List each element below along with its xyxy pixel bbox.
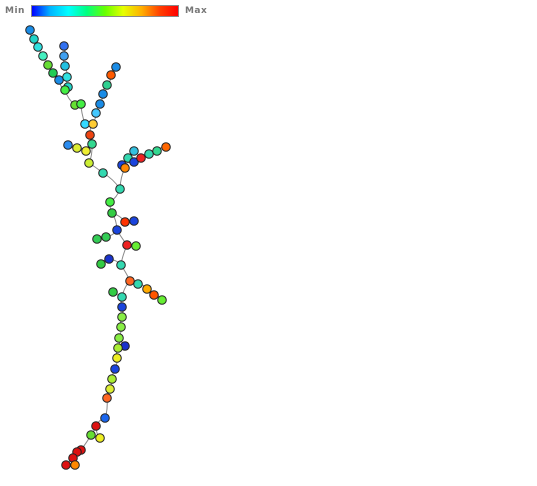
tree-node[interactable]: [105, 384, 115, 394]
tree-node[interactable]: [101, 232, 111, 242]
tree-node[interactable]: [76, 99, 86, 109]
tree-node[interactable]: [38, 51, 48, 61]
tree-node[interactable]: [100, 413, 110, 423]
tree-node[interactable]: [107, 208, 117, 218]
tree-node[interactable]: [120, 163, 130, 173]
tree-node[interactable]: [91, 421, 101, 431]
tree-node[interactable]: [133, 279, 143, 289]
tree-node[interactable]: [152, 146, 162, 156]
tree-node[interactable]: [80, 119, 90, 129]
tree-node[interactable]: [60, 61, 70, 71]
tree-node[interactable]: [112, 353, 122, 363]
tree-node[interactable]: [59, 41, 69, 51]
tree-node[interactable]: [117, 292, 127, 302]
tree-node[interactable]: [85, 130, 95, 140]
tree-node[interactable]: [29, 34, 39, 44]
tree-node[interactable]: [62, 72, 72, 82]
tree-node[interactable]: [84, 158, 94, 168]
tree-node[interactable]: [106, 70, 116, 80]
tree-node[interactable]: [48, 68, 58, 78]
tree-node[interactable]: [114, 333, 124, 343]
tree-node[interactable]: [81, 146, 91, 156]
tree-node[interactable]: [129, 146, 139, 156]
tree-node[interactable]: [108, 287, 118, 297]
tree-node[interactable]: [87, 139, 97, 149]
tree-node[interactable]: [54, 75, 64, 85]
tree-node[interactable]: [92, 234, 102, 244]
tree-node[interactable]: [149, 290, 159, 300]
tree-node[interactable]: [122, 240, 132, 250]
tree-node[interactable]: [61, 460, 71, 470]
tree-node[interactable]: [111, 62, 121, 72]
tree-node[interactable]: [131, 241, 141, 251]
tree-node[interactable]: [136, 153, 146, 163]
tree-node[interactable]: [113, 343, 123, 353]
tree-node[interactable]: [43, 60, 53, 70]
tree-node[interactable]: [88, 119, 98, 129]
tree-node[interactable]: [72, 143, 82, 153]
tree-node[interactable]: [60, 85, 70, 95]
tree-node[interactable]: [157, 295, 167, 305]
tree-node[interactable]: [102, 80, 112, 90]
tree-node[interactable]: [95, 99, 105, 109]
tree-node[interactable]: [95, 433, 105, 443]
color-scale-legend: Min Max: [5, 4, 207, 18]
tree-node[interactable]: [107, 374, 117, 384]
tree-node[interactable]: [115, 184, 125, 194]
tree-node[interactable]: [70, 460, 80, 470]
tree-node[interactable]: [117, 302, 127, 312]
tree-node[interactable]: [86, 430, 96, 440]
tree-node[interactable]: [59, 51, 69, 61]
legend-min-label: Min: [5, 6, 25, 16]
color-gradient-bar: [30, 5, 179, 17]
tree-node[interactable]: [91, 108, 101, 118]
tree-node[interactable]: [142, 284, 152, 294]
tree-node[interactable]: [161, 142, 171, 152]
tree-node[interactable]: [105, 197, 115, 207]
tree-node[interactable]: [33, 42, 43, 52]
tree-node[interactable]: [96, 259, 106, 269]
tree-node[interactable]: [98, 89, 108, 99]
tree-node[interactable]: [125, 276, 135, 286]
tree-edges: [29, 29, 167, 466]
tree-node[interactable]: [117, 312, 127, 322]
tree-node[interactable]: [129, 157, 139, 167]
tree-node[interactable]: [98, 168, 108, 178]
tree-node[interactable]: [112, 225, 122, 235]
tree-node[interactable]: [116, 322, 126, 332]
tree-node[interactable]: [102, 393, 112, 403]
tree-node[interactable]: [25, 25, 35, 35]
tree-node[interactable]: [144, 149, 154, 159]
legend-max-label: Max: [184, 6, 208, 16]
tree-node[interactable]: [110, 364, 120, 374]
tree-nodes: [25, 25, 171, 470]
tree-node[interactable]: [120, 217, 130, 227]
tree-node[interactable]: [104, 254, 114, 264]
tree-node[interactable]: [63, 140, 73, 150]
tree-node[interactable]: [116, 260, 126, 270]
tree-node[interactable]: [129, 216, 139, 226]
